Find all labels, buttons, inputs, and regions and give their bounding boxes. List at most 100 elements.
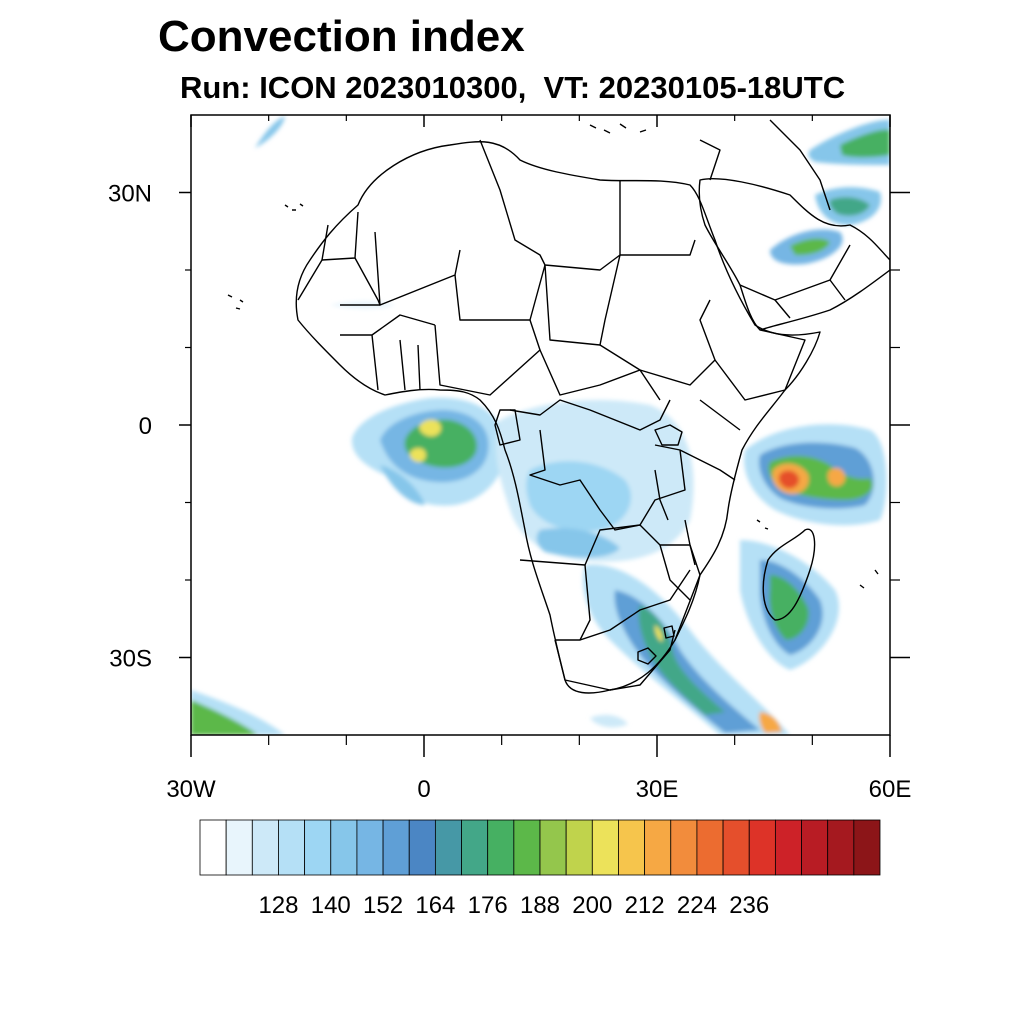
border-namibia-botswana — [579, 569, 691, 641]
colorbar-swatch — [670, 819, 698, 876]
field-congo-mid — [526, 461, 631, 532]
colorbar-swatch — [487, 819, 515, 876]
colorbar-tick-label: 224 — [677, 892, 717, 919]
colorbar-swatch — [199, 819, 227, 876]
border-yemen-oman — [774, 279, 846, 319]
border-kenya-tanzania — [679, 399, 741, 481]
border-west-africa — [340, 314, 436, 391]
madagascar-outline — [762, 528, 816, 621]
field-mediterranean — [255, 116, 285, 148]
colorbar-tick-label: 152 — [363, 892, 403, 919]
axis-tick-labels: 30W 0 30E 60E 30N 0 30S — [108, 181, 911, 804]
field-indian-ocean-red — [778, 470, 800, 489]
border-zambia — [584, 524, 690, 566]
field-gulf-guinea-yellow — [419, 419, 442, 437]
aegean-islands — [589, 123, 647, 134]
border-angola — [519, 559, 591, 641]
lat-tick-label: 30S — [109, 646, 152, 673]
cape-verde — [227, 294, 244, 310]
colorbar-swatch — [461, 819, 489, 876]
chart-subtitle: Run: ICON 2023010300, VT: 20230105-18UTC — [180, 70, 846, 105]
lake-victoria — [654, 424, 683, 446]
field-iran-green — [840, 129, 890, 158]
field-gulf-green — [829, 197, 870, 216]
field-gulf-guinea-tail — [380, 465, 425, 505]
lon-tick-label: 30W — [166, 776, 216, 803]
field-south-africa-orange — [759, 712, 782, 733]
border-car-drc — [539, 349, 661, 401]
colorbar-swatch — [225, 819, 253, 876]
colorbar-swatch — [644, 819, 672, 876]
lat-tick-label: 30N — [108, 181, 152, 208]
colorbar-swatch — [801, 819, 829, 876]
country-borders — [227, 119, 890, 694]
colorbar-swatch — [304, 819, 332, 876]
colorbar-swatch — [591, 819, 619, 876]
convection-field-layer — [191, 116, 890, 735]
colorbar-swatch — [696, 819, 724, 876]
colorbar-swatch — [774, 819, 802, 876]
colorbar-swatch — [278, 819, 306, 876]
lon-tick-label: 0 — [417, 776, 430, 803]
arabia-coastline — [698, 177, 890, 331]
border-iraq-iran — [769, 119, 831, 211]
border-sudan — [599, 299, 716, 386]
border-egypt-sudan — [620, 239, 696, 256]
border-eswatini — [663, 625, 675, 639]
colorbar-tick-label: 188 — [520, 892, 560, 919]
border-nigeria — [434, 319, 541, 396]
border-mediterranean-east — [699, 139, 721, 181]
canary-islands — [284, 203, 304, 211]
border-lesotho — [637, 647, 657, 665]
field-indian-ocean-orange2 — [827, 468, 846, 487]
border-south-africa — [554, 629, 676, 691]
border-mauritania-mali — [340, 231, 381, 306]
colorbar-swatch — [827, 819, 855, 876]
lake-tanganyika — [654, 469, 669, 521]
colorbar-swatch — [748, 819, 776, 876]
field-angola — [536, 528, 620, 558]
colorbar-swatch — [330, 819, 358, 876]
lon-tick-label: 30E — [636, 776, 679, 803]
colorbar-tick-label: 176 — [468, 892, 508, 919]
colorbar — [199, 819, 881, 876]
colorbar-swatch — [722, 819, 750, 876]
colorbar-tick-label: 212 — [625, 892, 665, 919]
field-sw-patch — [590, 714, 628, 728]
border-drc — [509, 399, 686, 531]
colorbar-swatch — [565, 819, 593, 876]
colorbar-swatch — [382, 819, 410, 876]
colorbar-swatch — [853, 819, 881, 876]
border-ethiopia — [714, 329, 806, 401]
colorbar-swatch — [513, 819, 541, 876]
mascarene — [859, 569, 879, 589]
border-w-sahara — [297, 259, 323, 301]
colorbar-swatch — [539, 819, 567, 876]
lon-tick-label: 60E — [869, 776, 912, 803]
comoros — [756, 519, 769, 530]
lake-malawi — [684, 519, 696, 566]
colorbar-labels: 128 140 152 164 176 188 200 212 224 236 — [258, 892, 769, 919]
colorbar-swatch — [251, 819, 279, 876]
field-south-africa-yellow — [654, 625, 663, 642]
border-algeria-mali — [354, 249, 461, 306]
colorbar-swatch — [356, 819, 384, 876]
border-saudi — [739, 244, 851, 301]
colorbar-swatch — [618, 819, 646, 876]
border-morocco-algeria — [321, 211, 359, 261]
lat-tick-label: 0 — [139, 413, 152, 440]
field-south-atlantic-green — [191, 700, 258, 735]
field-gulf-guinea-yellow2 — [409, 447, 426, 463]
border-niger-chad — [454, 264, 546, 321]
field-madagascar-green — [769, 575, 809, 640]
field-arabia-green — [790, 238, 830, 256]
colorbar-swatch — [434, 819, 462, 876]
chart-title: Convection index — [158, 12, 525, 61]
border-mozambique — [659, 544, 701, 641]
colorbar-tick-label: 140 — [311, 892, 351, 919]
colorbar-swatch — [408, 819, 436, 876]
axis-ticks — [179, 115, 910, 757]
border-libya — [479, 139, 621, 271]
colorbar-tick-label: 236 — [729, 892, 769, 919]
